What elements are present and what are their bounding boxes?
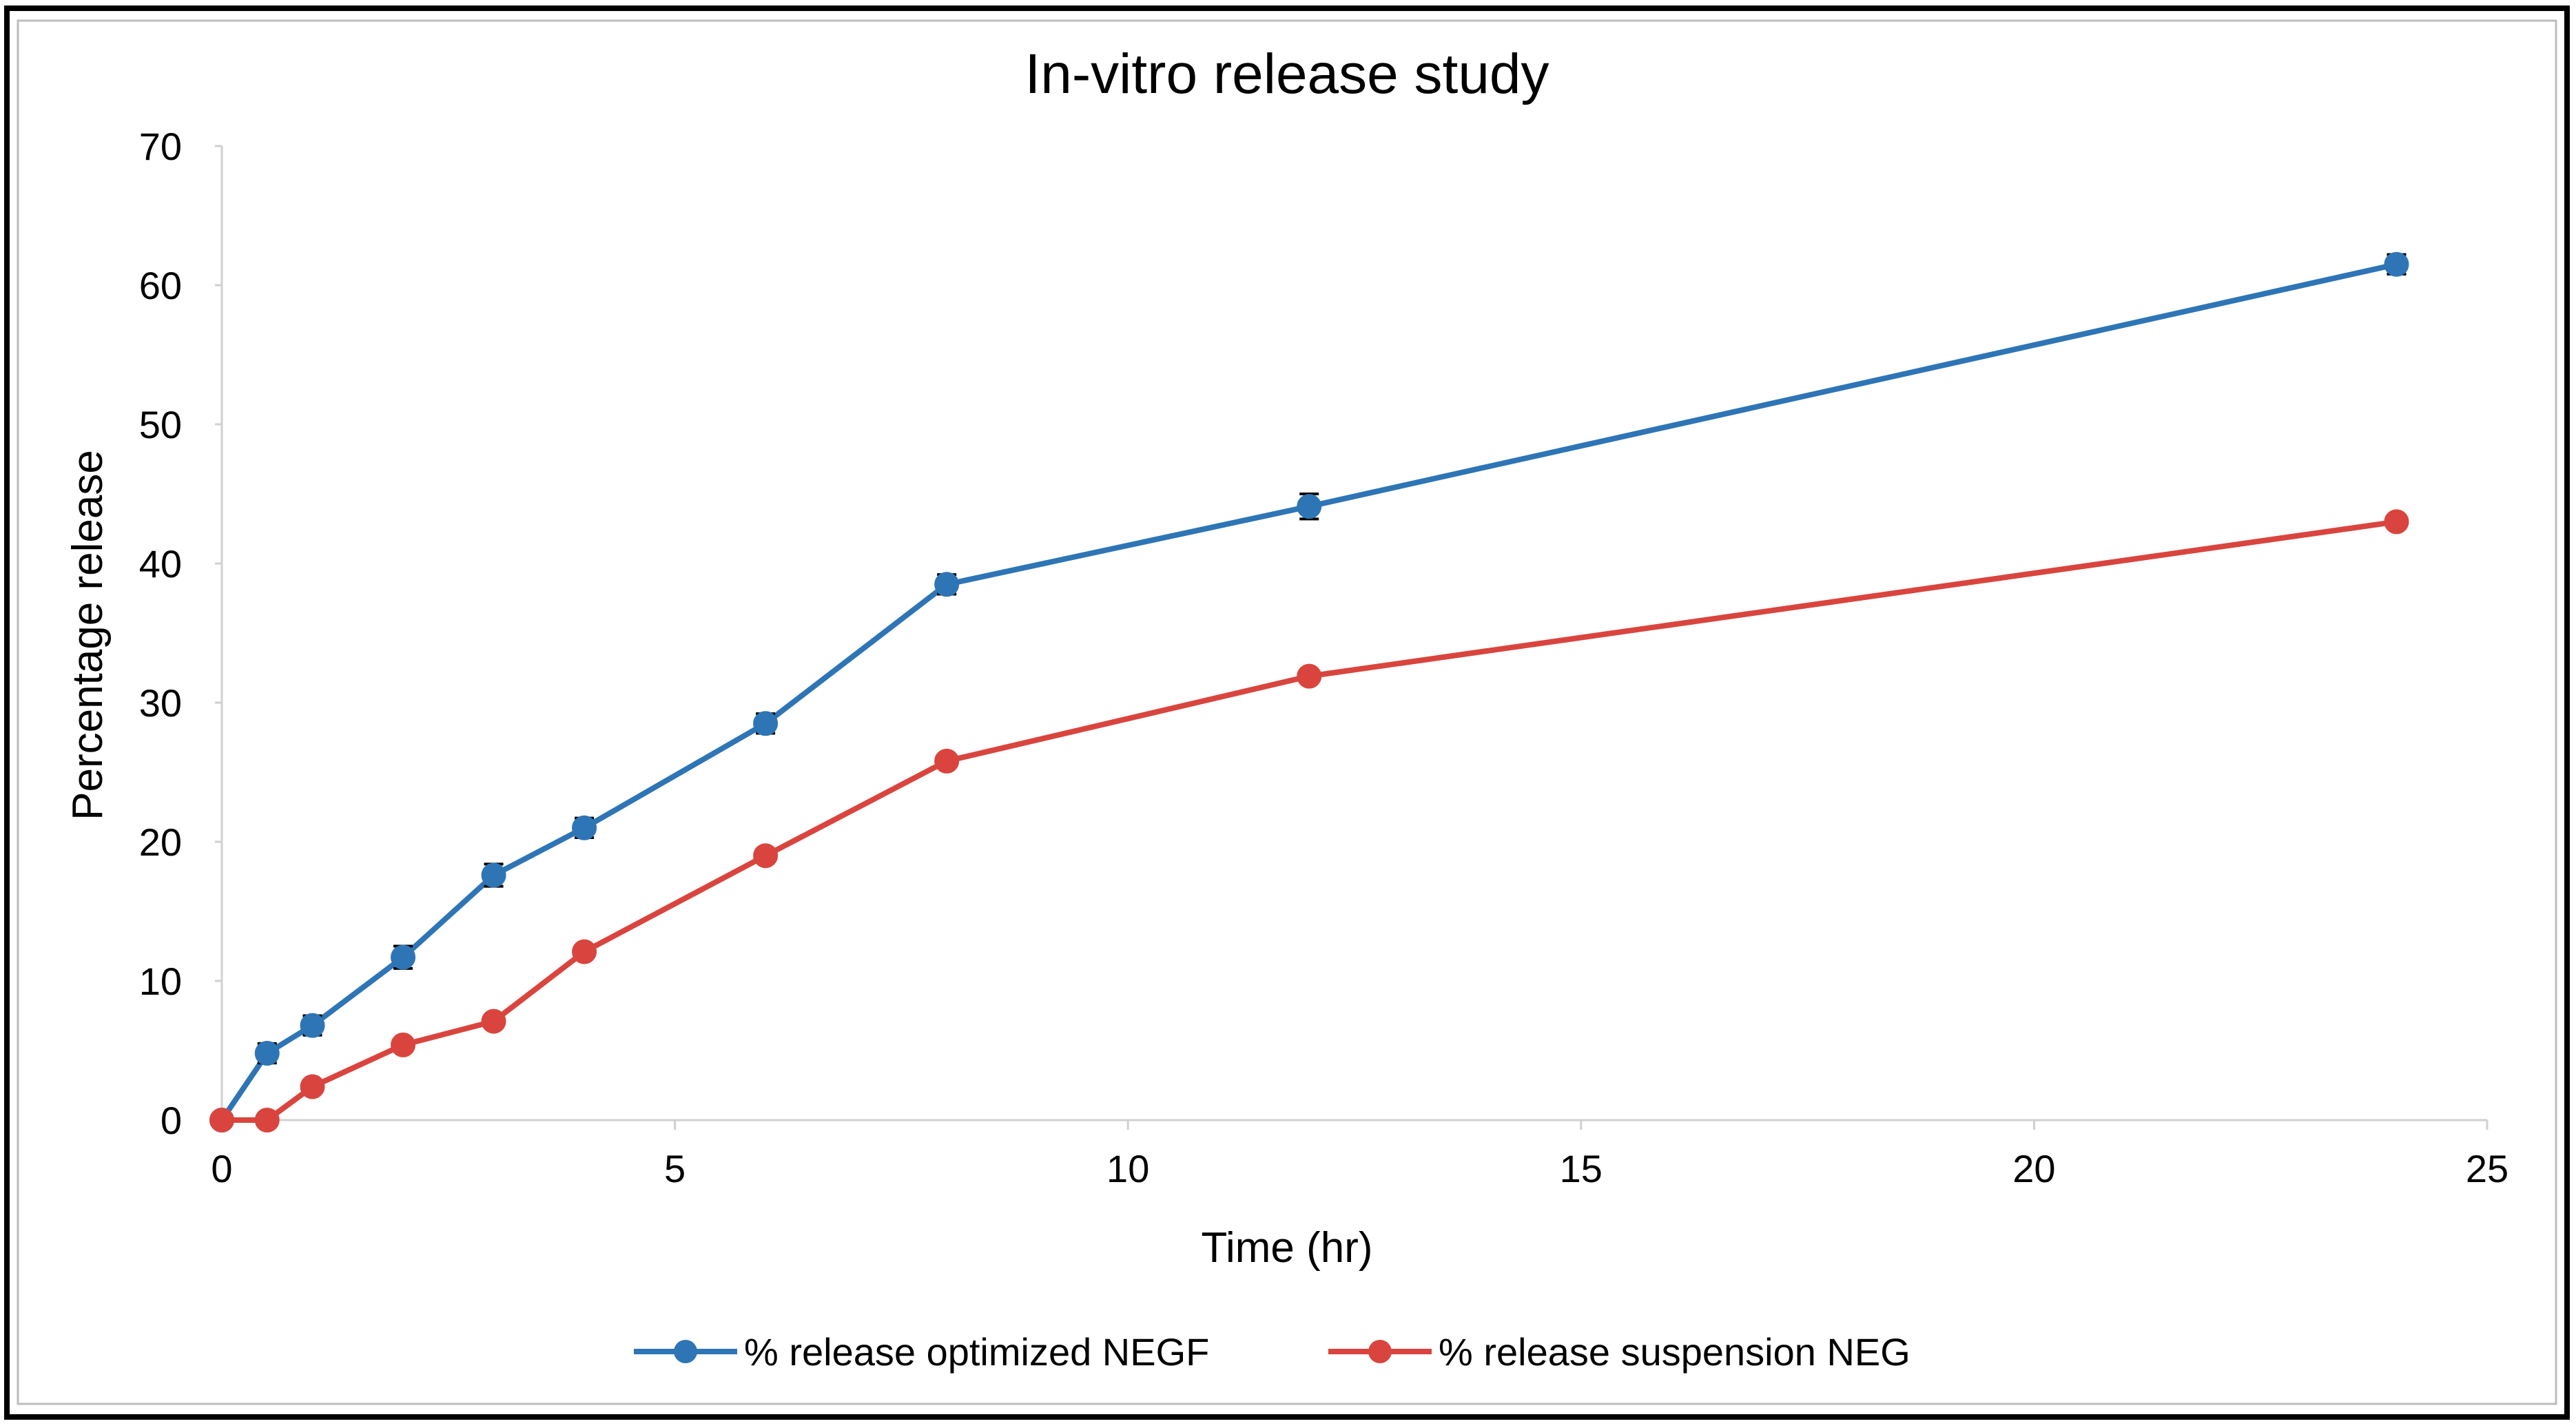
- x-tick-label: 5: [664, 1147, 686, 1190]
- legend-marker: [1368, 1340, 1392, 1363]
- series-line: [219, 261, 2398, 1122]
- x-tick-label: 10: [1106, 1147, 1149, 1190]
- y-tick-label: 50: [139, 403, 182, 446]
- y-tick-label: 70: [139, 125, 182, 168]
- chart-border-outer: [4, 6, 2570, 1420]
- data-point: [934, 572, 960, 597]
- series-line: [222, 519, 2398, 1123]
- series-2: [209, 509, 2409, 1132]
- x-tick-label: 0: [211, 1147, 232, 1190]
- chart-title: In-vitro release study: [1024, 43, 1549, 105]
- x-tick-label: 25: [2466, 1147, 2508, 1190]
- legend-label: % release optimized NEGF: [744, 1330, 1209, 1374]
- legend-marker: [674, 1340, 697, 1363]
- data-point: [300, 1074, 325, 1099]
- data-point: [481, 1008, 506, 1034]
- x-axis-label: Time (hr): [1201, 1224, 1372, 1272]
- y-tick-label: 40: [139, 542, 182, 586]
- y-tick-label: 10: [139, 960, 182, 1003]
- data-point: [572, 815, 597, 840]
- x-tick-label: 20: [2012, 1147, 2055, 1190]
- data-point: [572, 939, 597, 964]
- data-point: [391, 944, 416, 970]
- data-point: [1297, 494, 1322, 519]
- series-1: [209, 251, 2409, 1132]
- legend-item-1: % release optimized NEGF: [634, 1330, 1209, 1374]
- data-point: [1297, 663, 1322, 689]
- chart-border-inner: [17, 19, 2557, 1405]
- data-point: [254, 1041, 280, 1066]
- y-axis-label: Percentage release: [64, 450, 112, 820]
- data-point: [753, 711, 779, 736]
- data-point: [2384, 251, 2409, 277]
- y-tick-label: 20: [139, 820, 182, 864]
- axes: 0 10 20 30 40 50 60 70 0 5 10 15 20 25: [139, 125, 2508, 1190]
- data-point: [934, 748, 960, 774]
- legend-label: % release suspension NEG: [1439, 1330, 1910, 1374]
- data-point: [481, 862, 506, 888]
- data-point: [753, 843, 779, 869]
- data-point: [254, 1108, 280, 1132]
- legend-item-2: % release suspension NEG: [1328, 1330, 1910, 1374]
- legend: % release optimized NEGF % release suspen…: [634, 1330, 1910, 1374]
- y-tick-label: 30: [139, 681, 182, 725]
- data-point: [2384, 509, 2409, 535]
- data-point: [209, 1108, 234, 1132]
- y-tick-label: 0: [161, 1099, 182, 1142]
- data-point: [300, 1013, 325, 1038]
- series-layer: [209, 251, 2409, 1132]
- data-point: [391, 1032, 416, 1057]
- x-tick-label: 15: [1560, 1147, 1603, 1190]
- y-tick-label: 60: [139, 264, 182, 307]
